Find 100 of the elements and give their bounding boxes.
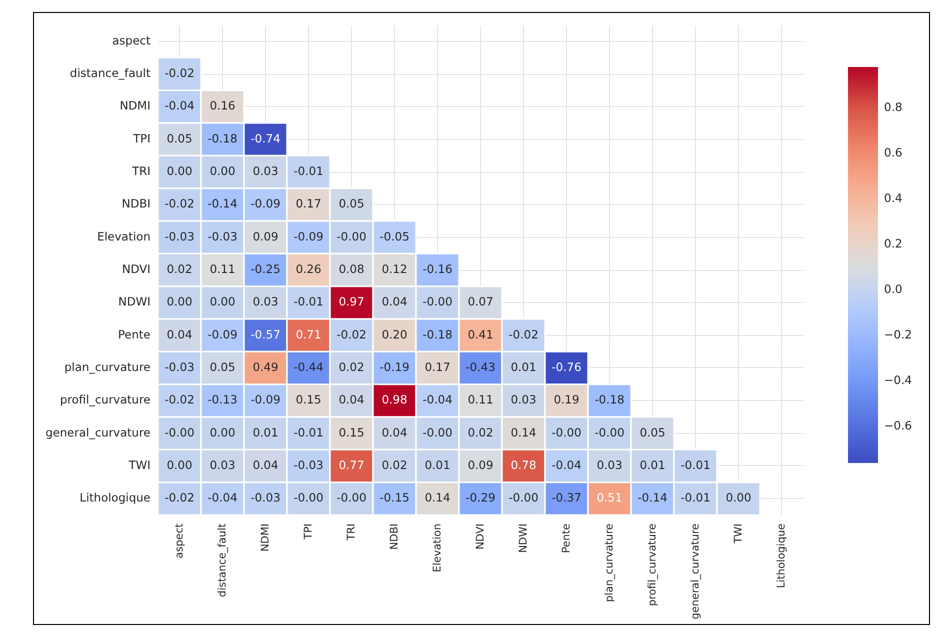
y-tick-label: Elevation [97, 229, 150, 244]
data-label: -0.16 [422, 262, 452, 276]
data-label: 0.09 [468, 458, 494, 472]
x-tick-label: distance_fault [216, 524, 228, 598]
data-label: 0.00 [210, 164, 236, 178]
data-label: 0.00 [166, 458, 192, 472]
data-label: -0.00 [336, 490, 366, 505]
color-bar-label: 0.6 [884, 145, 902, 160]
data-label: -0.00 [422, 294, 452, 309]
y-tick-label: NDBI [122, 196, 150, 211]
data-label: 0.05 [210, 360, 236, 374]
data-label: -0.00 [594, 425, 624, 440]
data-label: 0.09 [252, 229, 278, 244]
data-label: 0.17 [296, 196, 322, 211]
data-label: 0.02 [382, 458, 408, 472]
data-label: -0.57 [250, 327, 280, 342]
x-tick-label: TPI [302, 524, 314, 540]
data-label: -0.19 [380, 360, 410, 374]
data-label: 0.11 [210, 262, 236, 276]
data-label: -0.01 [680, 490, 710, 505]
y-tick-label: aspect [112, 33, 151, 48]
data-label: -0.13 [208, 392, 238, 407]
data-label: -0.00 [294, 490, 324, 505]
data-label: -0.01 [294, 294, 324, 309]
data-label: 0.03 [596, 458, 622, 472]
data-label: 0.00 [726, 490, 752, 505]
x-tick-label: plan_curvature [604, 524, 616, 602]
data-label: -0.00 [552, 425, 582, 440]
y-tick-label: TRI [131, 164, 150, 178]
data-label: 0.98 [382, 392, 408, 407]
data-label: -0.14 [638, 490, 668, 505]
data-label: -0.02 [508, 327, 538, 342]
data-label: -0.04 [208, 490, 238, 505]
data-label: -0.25 [250, 262, 280, 276]
x-tick-label: Pente [560, 524, 572, 554]
data-label: 0.00 [166, 294, 192, 309]
color-bar-label: 0.2 [884, 236, 902, 251]
color-bar-label: 0.8 [884, 100, 902, 114]
data-label: 0.05 [166, 131, 192, 146]
x-tick-label: Lithologique [776, 524, 788, 588]
data-label: 0.01 [252, 425, 278, 440]
data-label: 0.00 [166, 164, 192, 178]
data-label: 0.01 [640, 458, 666, 472]
y-tick-label: profil_curvature [60, 392, 150, 407]
data-label: -0.01 [294, 164, 324, 178]
data-label: -0.44 [294, 360, 324, 374]
x-tick-label: profil_curvature [646, 524, 658, 606]
x-tick-label: NDWI [518, 524, 530, 553]
y-tick-label: general_curvature [46, 425, 150, 440]
x-tick-label: TWI [732, 524, 744, 544]
data-label: 0.01 [424, 458, 450, 472]
data-label: -0.14 [208, 196, 238, 211]
data-label: 0.00 [210, 294, 236, 309]
data-label: 0.71 [296, 327, 322, 342]
data-label: 0.51 [596, 490, 622, 505]
data-label: -0.03 [294, 458, 324, 472]
data-label: -0.09 [250, 196, 280, 211]
y-tick-label: distance_fault [70, 66, 151, 80]
data-label: -0.18 [208, 131, 238, 146]
y-tick-label: NDMI [120, 98, 150, 113]
data-label: 0.01 [510, 360, 536, 374]
data-label: -0.74 [250, 131, 280, 146]
data-label: -0.04 [552, 458, 582, 472]
color-bar-label: 0.4 [884, 191, 902, 205]
data-label: 0.02 [468, 425, 494, 440]
data-label: 0.77 [338, 458, 364, 472]
data-label: 0.78 [510, 458, 536, 472]
data-label: -0.01 [680, 458, 710, 472]
data-label: 0.02 [166, 262, 192, 276]
data-label: -0.76 [552, 360, 582, 374]
data-label: -0.18 [594, 392, 624, 407]
data-label: -0.03 [250, 490, 280, 505]
data-label: 0.07 [468, 294, 494, 309]
x-tick-label: general_curvature [690, 524, 702, 620]
data-label: 0.03 [210, 458, 236, 472]
data-label: 0.05 [338, 196, 364, 211]
data-label: -0.02 [164, 490, 194, 505]
data-label: 0.03 [510, 392, 536, 407]
data-label: -0.02 [164, 392, 194, 407]
data-label: 0.04 [382, 425, 408, 440]
y-tick-label: TWI [128, 458, 150, 472]
data-label: -0.00 [508, 490, 538, 505]
data-label: 0.04 [166, 327, 192, 342]
data-label: -0.18 [422, 327, 452, 342]
data-label: -0.05 [380, 229, 410, 244]
data-label: -0.43 [466, 360, 496, 374]
data-label: 0.97 [338, 294, 364, 309]
data-label: 0.04 [252, 458, 278, 472]
y-tick-label: NDWI [118, 294, 150, 309]
data-label: 0.14 [424, 490, 450, 505]
data-label: 0.08 [338, 262, 364, 276]
data-label: 0.14 [510, 425, 536, 440]
color-bar-label: 0.0 [884, 282, 902, 296]
data-label: -0.02 [336, 327, 366, 342]
y-tick-label: plan_curvature [64, 360, 150, 374]
data-label: 0.05 [640, 425, 666, 440]
data-label: -0.03 [208, 229, 238, 244]
data-label: 0.26 [296, 262, 322, 276]
data-label: 0.20 [382, 327, 408, 342]
data-label: -0.09 [208, 327, 238, 342]
